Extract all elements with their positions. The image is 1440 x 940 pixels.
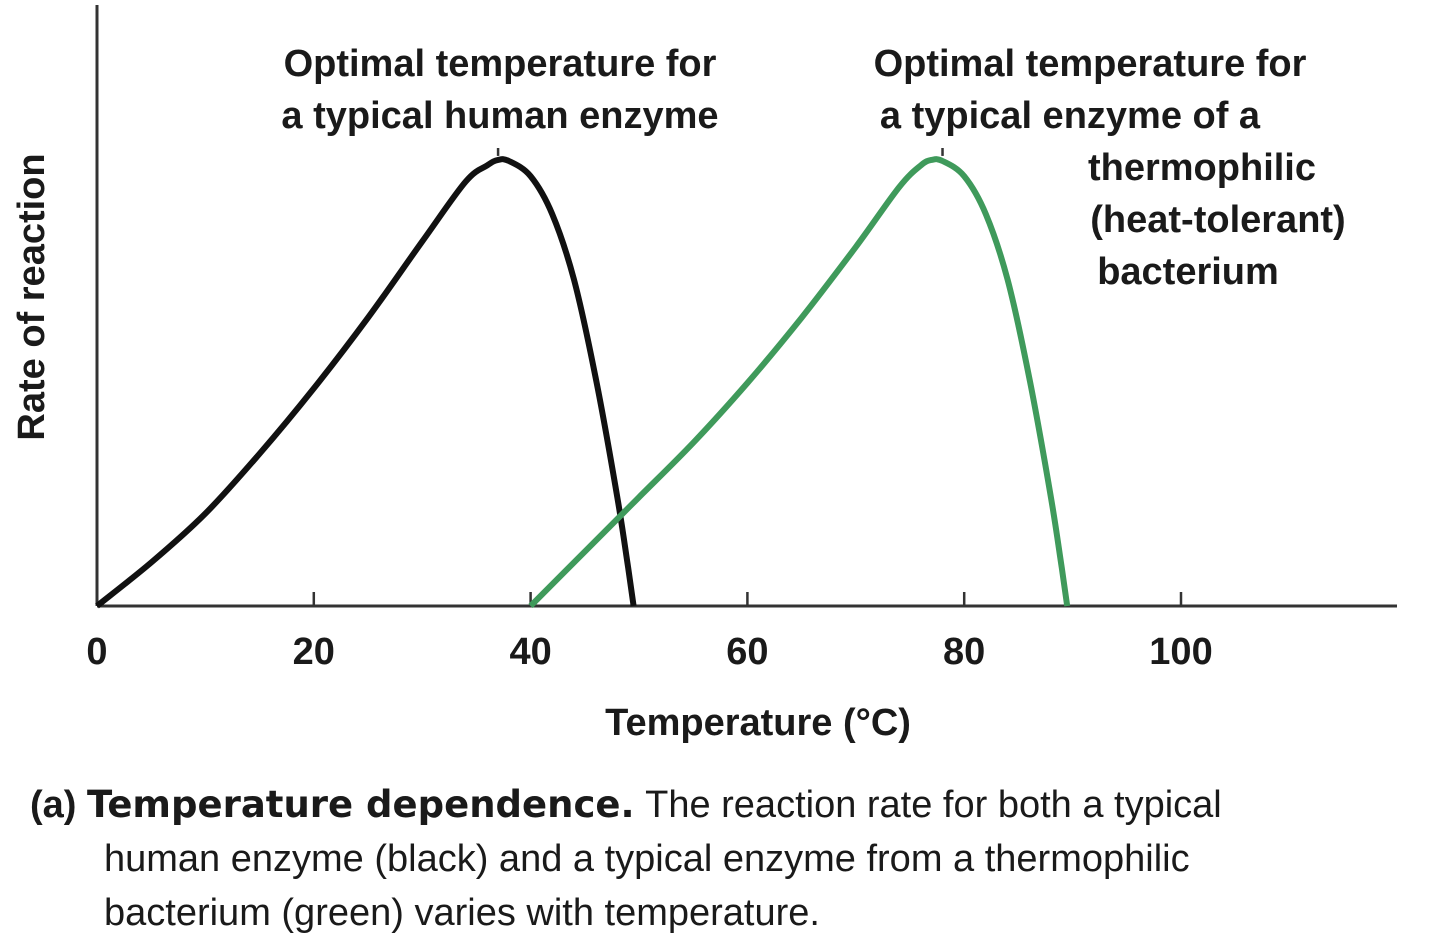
thermophile-peak-annotation-line-3: thermophilic [1088,147,1316,189]
y-axis-title: Rate of reaction [11,153,53,440]
x-tick-label-0: 0 [86,631,107,673]
human-enzyme-curve [95,156,637,609]
thermophile-peak-annotation-line-2: a typical enzyme of a [880,95,1261,137]
x-tick-label-100: 100 [1149,631,1212,673]
thermophile-peak-annotation-line-1: Optimal temperature for [874,43,1307,85]
caption-body-line-3: bacterium (green) varies with temperatur… [104,892,820,934]
x-tick-labels: 0 20 40 60 80 100 [86,631,1212,673]
x-ticks [312,592,1183,606]
caption-line-1: (a) Temperature dependence. The reaction… [30,778,1435,832]
annotations: Optimal temperature for a typical human e… [281,43,1345,293]
thermophile-peak-annotation-line-5: bacterium [1097,251,1279,293]
human-peak-annotation-line-1: Optimal temperature for [284,43,717,85]
series-group [95,156,1071,609]
x-tick-label-80: 80 [943,631,985,673]
temperature-rate-chart: 0 20 40 60 80 100 Temperature (°C) Rate of re… [11,5,1397,744]
x-tick-label-60: 60 [726,631,768,673]
caption-title: Temperature dependence. [87,783,635,826]
x-tick-label-20: 20 [293,631,335,673]
x-axis-title: Temperature (°C) [605,702,911,744]
thermophile-peak-annotation-line-4: (heat-tolerant) [1090,199,1345,241]
caption-label: (a) [30,784,77,826]
thermophile-enzyme-curve [528,156,1071,609]
figure-caption: (a) Temperature dependence. The reaction… [30,778,1435,940]
caption-body-line-1: The reaction rate for both a typical [645,784,1222,826]
caption-body-line-2: human enzyme (black) and a typical enzym… [104,838,1190,880]
x-tick-label-40: 40 [509,631,551,673]
human-peak-annotation-line-2: a typical human enzyme [281,95,718,137]
